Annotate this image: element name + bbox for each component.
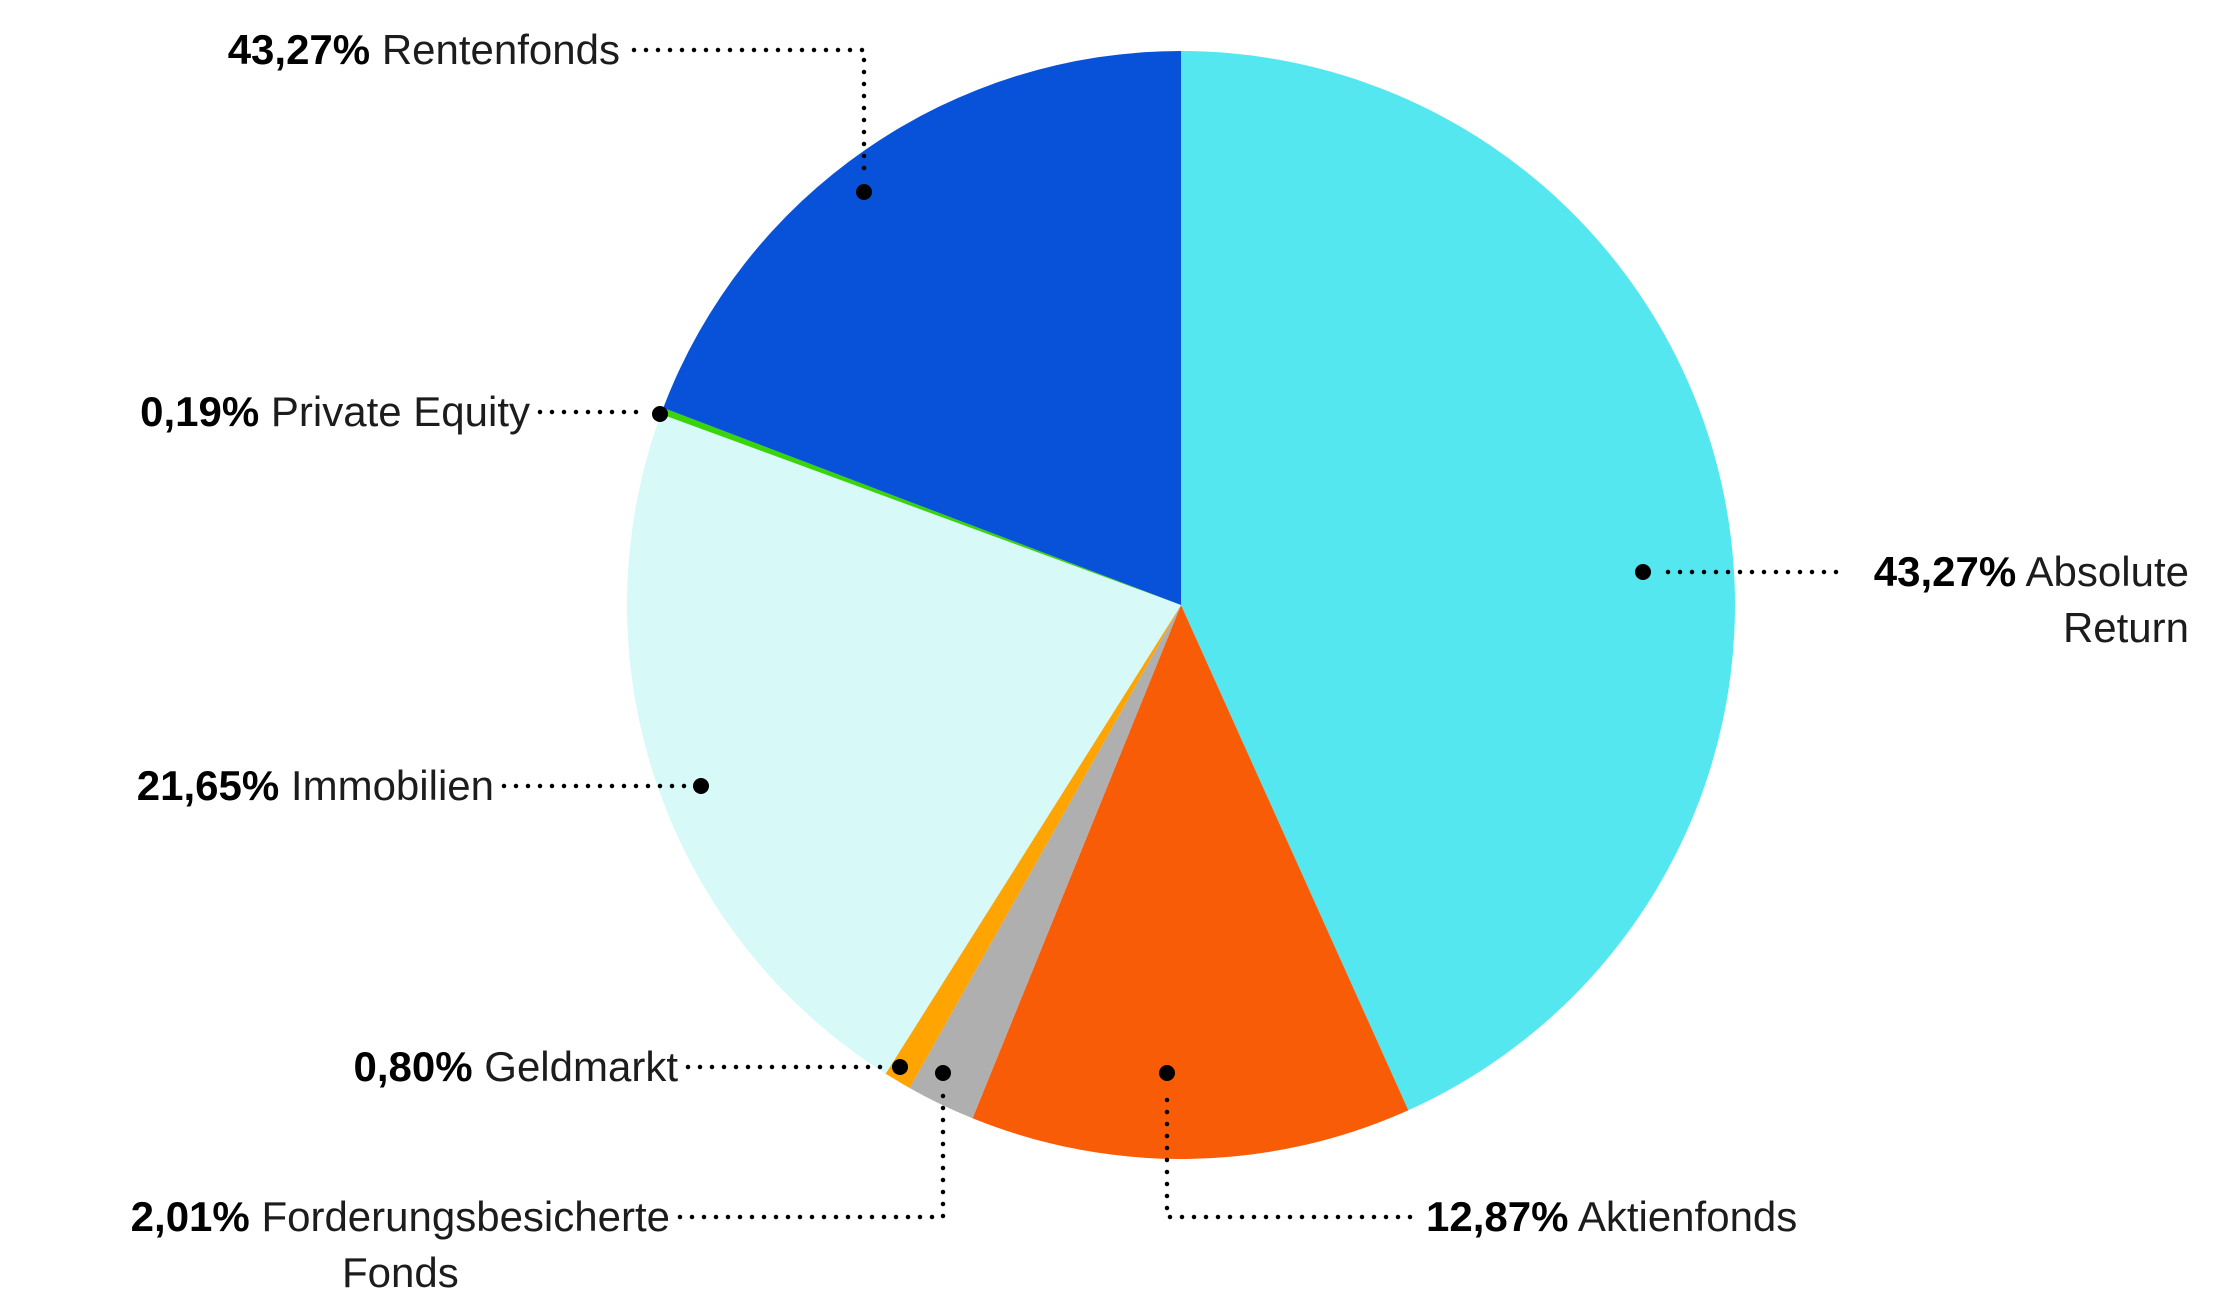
label-aktienfonds-pct: 12,87% — [1426, 1193, 1569, 1240]
pie-slice-immobilien — [626, 414, 1181, 1074]
leader-line-forderungsbesicherte-fonds — [677, 1085, 946, 1220]
label-absolute-return-line2: Return — [1874, 600, 2189, 656]
label-geldmarkt-pct: 0,80% — [353, 1043, 473, 1090]
label-aktienfonds-name: Aktienfonds — [1577, 1193, 1798, 1240]
label-private-equity: 0,19% Private Equity — [140, 384, 530, 440]
label-absolute-return-name1: Absolute — [2025, 548, 2189, 595]
label-absolute-return: 43,27% Absolute Return — [1874, 544, 2189, 656]
label-forderungsbesicherte-fonds: 2,01% Forderungsbesicherte Fonds — [131, 1189, 670, 1292]
leader-dot-absolute-return — [1635, 564, 1651, 580]
label-geldmarkt-name: Geldmarkt — [484, 1043, 678, 1090]
label-aktienfonds: 12,87% Aktienfonds — [1426, 1189, 1797, 1245]
label-rentenfonds-name: Rentenfonds — [381, 26, 620, 73]
label-absolute-return-pct: 43,27% — [1873, 548, 2017, 595]
pie-slice-geldmarkt — [885, 605, 1181, 1088]
label-forderungsbesicherte-fonds-name1: Forderungsbesicherte — [261, 1193, 670, 1240]
leader-dot-forderungsbesicherte-fonds — [935, 1065, 951, 1081]
label-absolute-return-line1: 43,27% Absolute — [1874, 544, 2189, 600]
pie-slice-private-equity — [660, 407, 1181, 605]
pie-slice-rentenfonds — [663, 51, 1181, 605]
label-immobilien: 21,65% Immobilien — [137, 758, 494, 814]
leader-line-rentenfonds — [631, 47, 867, 183]
label-forderungsbesicherte-fonds-line1: 2,01% Forderungsbesicherte — [131, 1189, 670, 1245]
label-rentenfonds-pct: 43,27% — [227, 26, 371, 73]
label-private-equity-pct: 0,19% — [140, 388, 260, 435]
leader-dot-private-equity — [652, 406, 668, 422]
leader-dot-geldmarkt — [892, 1059, 908, 1075]
label-immobilien-name: Immobilien — [290, 762, 494, 809]
leader-dot-immobilien — [693, 778, 709, 794]
label-forderungsbesicherte-fonds-name2: Fonds — [341, 1249, 459, 1292]
label-geldmarkt: 0,80% Geldmarkt — [354, 1039, 678, 1095]
label-absolute-return-name2: Return — [2062, 604, 2189, 651]
pie-slice-aktienfonds — [972, 605, 1409, 1159]
label-immobilien-pct: 21,65% — [136, 762, 280, 809]
label-rentenfonds: 43,27% Rentenfonds — [228, 22, 620, 78]
label-private-equity-name: Private Equity — [270, 388, 530, 435]
leader-dot-aktienfonds — [1159, 1065, 1175, 1081]
pie-slice-forderungsbesicherte-fonds — [909, 605, 1181, 1119]
pie-slice-absolute-return — [1181, 51, 1735, 1111]
leader-dot-rentenfonds — [856, 184, 872, 200]
label-forderungsbesicherte-fonds-line2: Fonds — [131, 1245, 670, 1292]
label-forderungsbesicherte-fonds-pct: 2,01% — [130, 1193, 250, 1240]
